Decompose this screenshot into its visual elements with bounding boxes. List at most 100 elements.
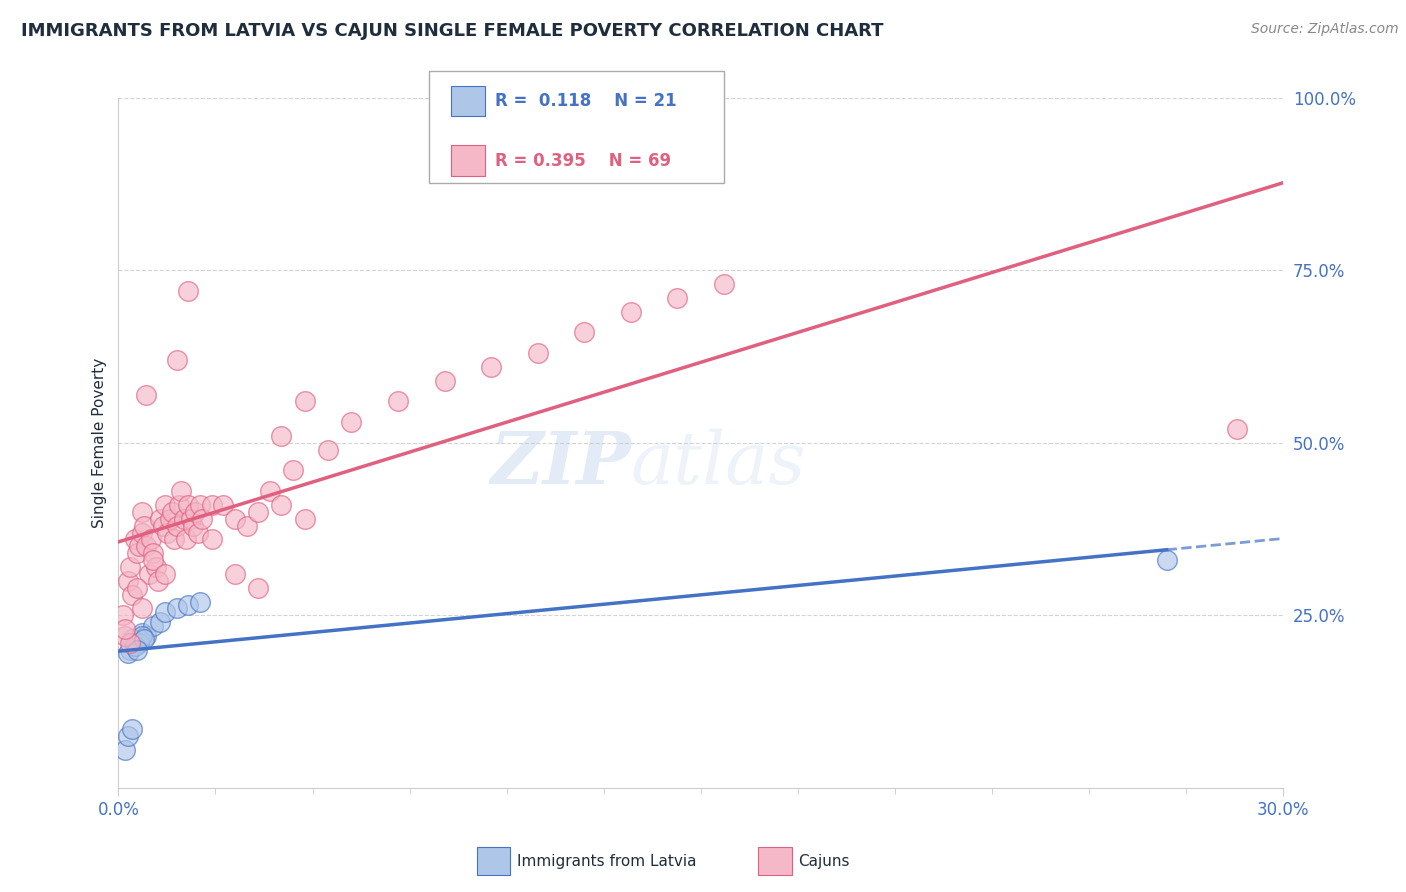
Point	[124, 533, 146, 547]
Point	[112, 608, 135, 623]
Point	[574, 326, 596, 340]
Point	[166, 353, 188, 368]
Point	[120, 560, 142, 574]
Point	[247, 581, 270, 595]
Point	[270, 498, 292, 512]
Point	[117, 574, 139, 588]
Point	[120, 643, 142, 657]
Point	[125, 581, 148, 595]
Point	[135, 539, 157, 553]
Text: Source: ZipAtlas.com: Source: ZipAtlas.com	[1251, 22, 1399, 37]
Point	[152, 518, 174, 533]
Point	[281, 463, 304, 477]
Point	[128, 636, 150, 650]
Point	[114, 622, 136, 636]
Point	[135, 387, 157, 401]
Point	[138, 566, 160, 581]
Point	[131, 525, 153, 540]
Text: ZIP: ZIP	[491, 428, 631, 499]
Y-axis label: Single Female Poverty: Single Female Poverty	[93, 358, 107, 528]
Point	[160, 505, 183, 519]
Point	[132, 518, 155, 533]
Point	[166, 601, 188, 615]
Point	[142, 618, 165, 632]
Point	[149, 615, 172, 630]
Point	[114, 743, 136, 757]
Point	[163, 533, 186, 547]
Point	[247, 505, 270, 519]
Point	[1156, 553, 1178, 567]
Point	[159, 512, 181, 526]
Point	[666, 291, 689, 305]
Point	[131, 505, 153, 519]
Point	[713, 277, 735, 292]
Point	[156, 525, 179, 540]
Point	[224, 566, 246, 581]
Text: IMMIGRANTS FROM LATVIA VS CAJUN SINGLE FEMALE POVERTY CORRELATION CHART: IMMIGRANTS FROM LATVIA VS CAJUN SINGLE F…	[21, 22, 883, 40]
Point	[188, 498, 211, 512]
Point	[235, 518, 257, 533]
Point	[166, 518, 188, 533]
Point	[387, 394, 409, 409]
Point	[131, 601, 153, 615]
Point	[184, 505, 207, 519]
Text: R =  0.118    N = 21: R = 0.118 N = 21	[495, 92, 676, 110]
Point	[181, 518, 204, 533]
Point	[149, 512, 172, 526]
Text: R = 0.395    N = 69: R = 0.395 N = 69	[495, 152, 671, 169]
Point	[170, 484, 193, 499]
Point	[132, 632, 155, 647]
Point	[114, 629, 136, 643]
Point	[117, 729, 139, 743]
Point	[121, 588, 143, 602]
Point	[121, 632, 143, 647]
Point	[201, 533, 224, 547]
Point	[121, 722, 143, 736]
Point	[526, 346, 548, 360]
Point	[259, 484, 281, 499]
Point	[294, 394, 316, 409]
Point	[125, 546, 148, 560]
Point	[125, 636, 148, 650]
Text: Immigrants from Latvia: Immigrants from Latvia	[517, 854, 697, 869]
Point	[294, 512, 316, 526]
Text: Cajuns: Cajuns	[799, 854, 851, 869]
Point	[479, 359, 502, 374]
Point	[201, 498, 224, 512]
Point	[212, 498, 235, 512]
Point	[131, 625, 153, 640]
Point	[125, 643, 148, 657]
Point	[224, 512, 246, 526]
Point	[117, 646, 139, 660]
Point	[620, 304, 643, 318]
Point	[142, 546, 165, 560]
Point	[174, 533, 197, 547]
Point	[142, 553, 165, 567]
Point	[128, 539, 150, 553]
Point	[145, 560, 167, 574]
Point	[316, 442, 339, 457]
Point	[139, 533, 162, 547]
Point	[153, 566, 176, 581]
Text: atlas: atlas	[631, 428, 807, 499]
Point	[153, 498, 176, 512]
Point	[177, 598, 200, 612]
Point	[173, 512, 195, 526]
Point	[188, 594, 211, 608]
Point	[146, 574, 169, 588]
Point	[1225, 422, 1247, 436]
Point	[167, 498, 190, 512]
Point	[187, 525, 209, 540]
Point	[124, 640, 146, 654]
Point	[191, 512, 214, 526]
Point	[153, 605, 176, 619]
Point	[135, 629, 157, 643]
Point	[270, 429, 292, 443]
Point	[177, 498, 200, 512]
Point	[177, 284, 200, 298]
Point	[180, 512, 202, 526]
Point	[340, 415, 363, 429]
Point	[433, 374, 456, 388]
Point	[131, 629, 153, 643]
Point	[120, 636, 142, 650]
